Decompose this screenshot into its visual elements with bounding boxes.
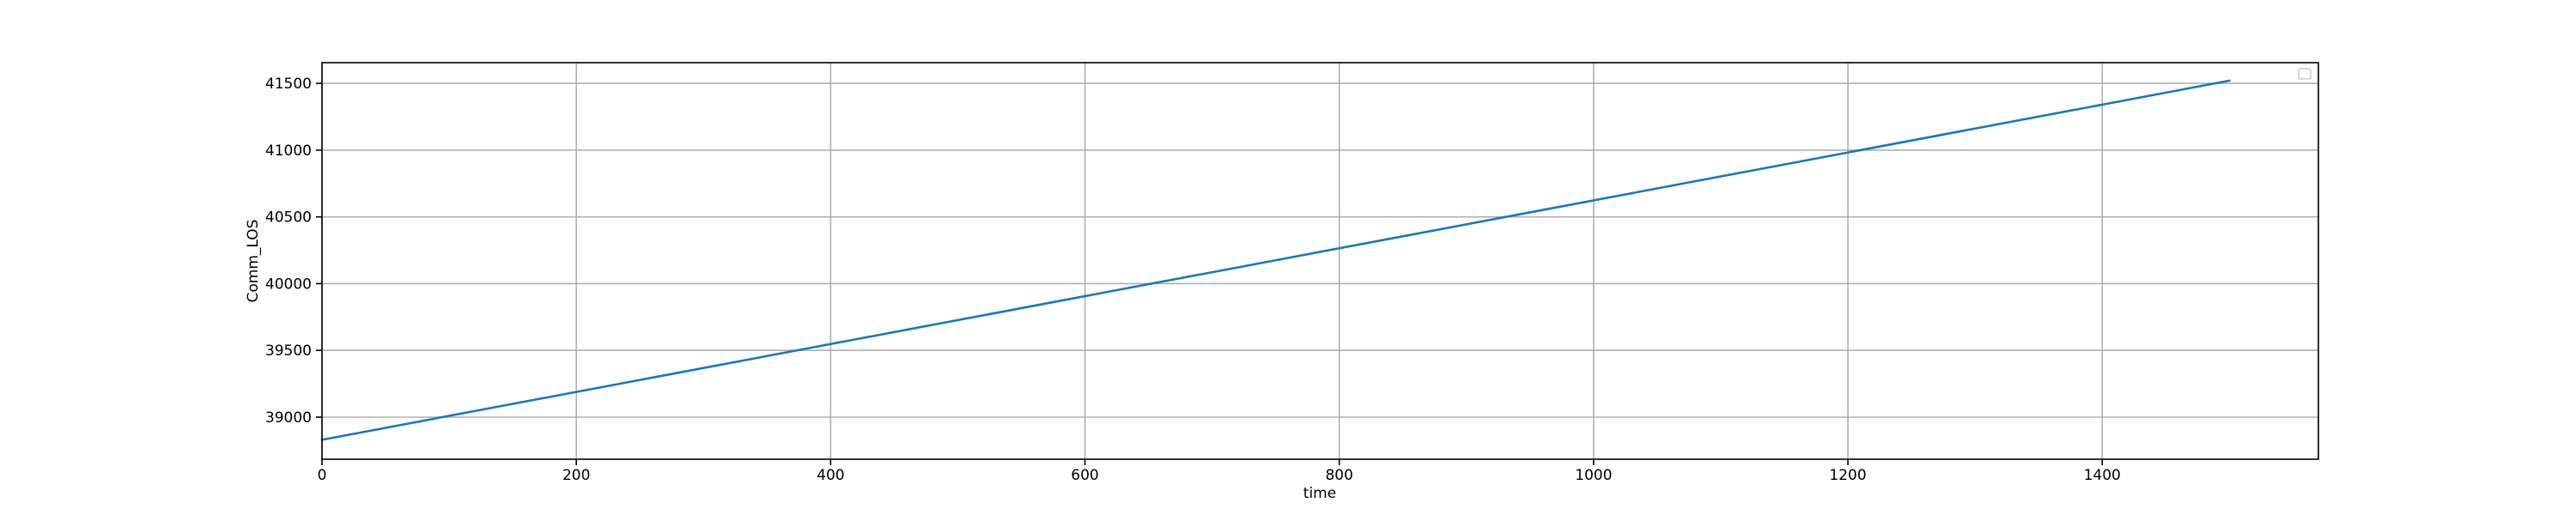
y-tick-label: 40500 bbox=[265, 209, 312, 227]
x-tick-label: 0 bbox=[318, 467, 327, 484]
x-tick-label: 1000 bbox=[1575, 467, 1612, 484]
y-axis: 39000 39500 40000 40500 41000 41500 bbox=[265, 76, 322, 427]
series-layer bbox=[320, 79, 2231, 441]
x-tick-label: 400 bbox=[817, 467, 844, 484]
y-axis-label: Comm_LOS bbox=[245, 220, 262, 303]
x-tick-label: 200 bbox=[562, 467, 590, 484]
y-tick-label: 39000 bbox=[265, 409, 312, 427]
y-tick-label: 39500 bbox=[265, 342, 312, 360]
plot-frame bbox=[321, 62, 2319, 460]
legend-box bbox=[2298, 68, 2312, 80]
x-tick-label: 600 bbox=[1071, 467, 1098, 484]
series-line bbox=[320, 79, 2231, 441]
grid bbox=[321, 63, 2318, 459]
x-tick-label: 1400 bbox=[2084, 467, 2121, 484]
y-tick-label: 40000 bbox=[265, 276, 312, 293]
x-axis: 0 200 400 600 800 1000 1200 1400 bbox=[318, 459, 2121, 484]
y-tick-label: 41500 bbox=[265, 76, 312, 93]
x-axis-label: time bbox=[1303, 485, 1336, 502]
x-tick-label: 800 bbox=[1325, 467, 1352, 484]
y-tick-label: 41000 bbox=[265, 142, 312, 160]
x-tick-label: 1200 bbox=[1829, 467, 1866, 484]
